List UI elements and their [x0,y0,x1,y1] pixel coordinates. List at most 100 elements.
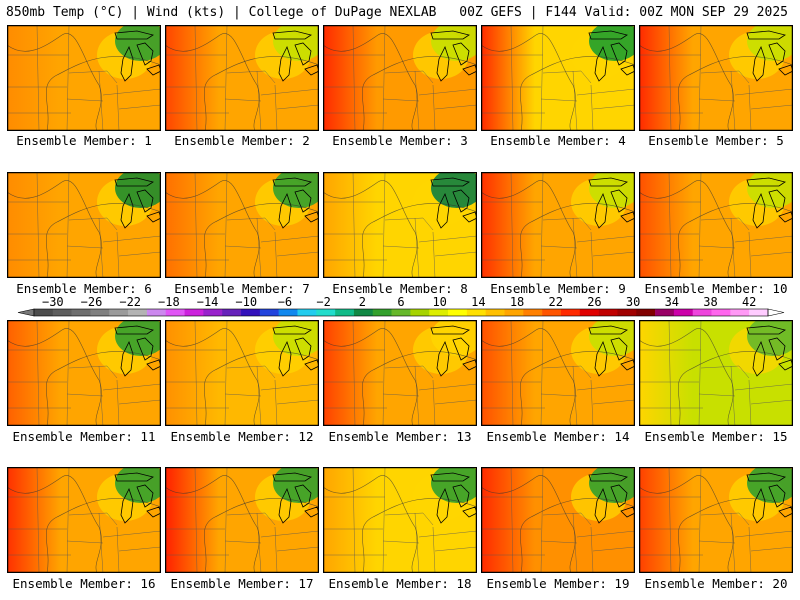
lake-outline [594,340,608,377]
state-boundary [224,172,228,278]
colorbar-swatch [335,309,355,316]
isotherm-contour [677,203,793,278]
lake-outline [436,45,450,82]
lake-outline [430,325,470,335]
isotherm-contour [519,351,635,426]
lake-outline [620,211,635,223]
lake-outline [452,484,470,508]
lake-outline [588,325,628,335]
state-boundary [102,530,161,538]
lake-outline [278,340,292,377]
lake-outline [778,64,793,76]
panel-frame [7,172,161,278]
state-boundary [748,231,752,278]
colorbar-tick-label: −2 [316,296,330,309]
state-boundary [260,235,319,243]
state-boundary [276,546,319,552]
lake-outline [278,45,292,82]
lake-outline [620,359,635,371]
state-boundary [226,512,276,526]
isotherm-contour [519,498,635,573]
state-boundary [592,546,635,552]
state-boundary [102,88,161,96]
lake-outline [146,64,161,76]
member-label: Ensemble Member: 20 [644,576,788,591]
colorbar-swatch [259,309,279,316]
state-boundary [274,231,278,278]
panel-frame [7,467,161,573]
member-label: Ensemble Member: 13 [328,429,472,444]
isotherm-contour [481,328,576,426]
member-label: Ensemble Member: 9 [490,281,626,296]
colorbar-tick-label: −6 [278,296,292,309]
lake-outline [588,177,628,187]
lake-outline [610,484,628,508]
member-label: Ensemble Member: 4 [490,133,626,148]
isotherm-contour [639,33,734,131]
member-label: Ensemble Member: 7 [174,281,310,296]
lake-outline [136,42,154,66]
state-boundary [68,512,118,526]
state-boundary [592,399,635,405]
lake-outline [146,506,161,518]
isotherm-contour [45,498,161,573]
lake-outline [462,211,477,223]
state-boundary [260,88,319,96]
state-boundary [226,70,276,84]
colorbar-swatch [109,309,129,316]
state-boundary [668,172,672,278]
state-boundary [36,320,40,426]
lake-outline [594,192,608,229]
ensemble-map-panel [481,467,635,573]
state-boundary [748,379,752,426]
lake-outline [594,487,608,524]
isotherm-contour [165,180,260,278]
isotherm-contour [45,351,161,426]
state-boundary [590,526,594,573]
state-boundary [668,320,672,426]
lake-outline [746,472,786,482]
state-boundary [542,217,592,231]
lake-outline [462,64,477,76]
state-boundary [734,88,793,96]
panel-frame [165,25,319,131]
state-boundary [118,546,161,552]
ensemble-map-panel [7,467,161,573]
state-boundary [576,530,635,538]
panel-frame [323,320,477,426]
state-boundary [68,70,118,84]
lake-outline [294,337,312,361]
lake-outline [768,189,786,213]
colorbar-swatch [278,309,298,316]
state-boundary [274,526,278,573]
lake-outline [436,487,450,524]
member-label: Ensemble Member: 18 [328,576,472,591]
state-boundary [748,526,752,573]
lake-outline [452,189,470,213]
state-boundary [540,540,578,544]
state-boundary [750,251,793,257]
colorbar-swatch [692,309,712,316]
state-boundary [384,365,434,379]
state-boundary [224,245,262,249]
colorbar-swatch [128,309,148,316]
state-boundary [224,467,228,573]
lake-outline [304,506,319,518]
state-boundary [384,512,434,526]
member-label: Ensemble Member: 10 [644,281,788,296]
state-boundary [224,393,262,397]
colorbar-tick-label: −22 [119,296,141,309]
lake-outline [304,359,319,371]
state-boundary [698,245,736,249]
state-boundary [434,399,477,405]
lake-outline [136,337,154,361]
ensemble-map-panel [323,172,477,278]
state-boundary [592,251,635,257]
state-boundary [226,365,276,379]
isotherm-contour [481,475,576,573]
colorbar-swatch [429,309,449,316]
colorbar-swatch [353,309,374,316]
ensemble-map-panel [7,172,161,278]
lake-outline [136,484,154,508]
state-boundary [194,25,198,131]
